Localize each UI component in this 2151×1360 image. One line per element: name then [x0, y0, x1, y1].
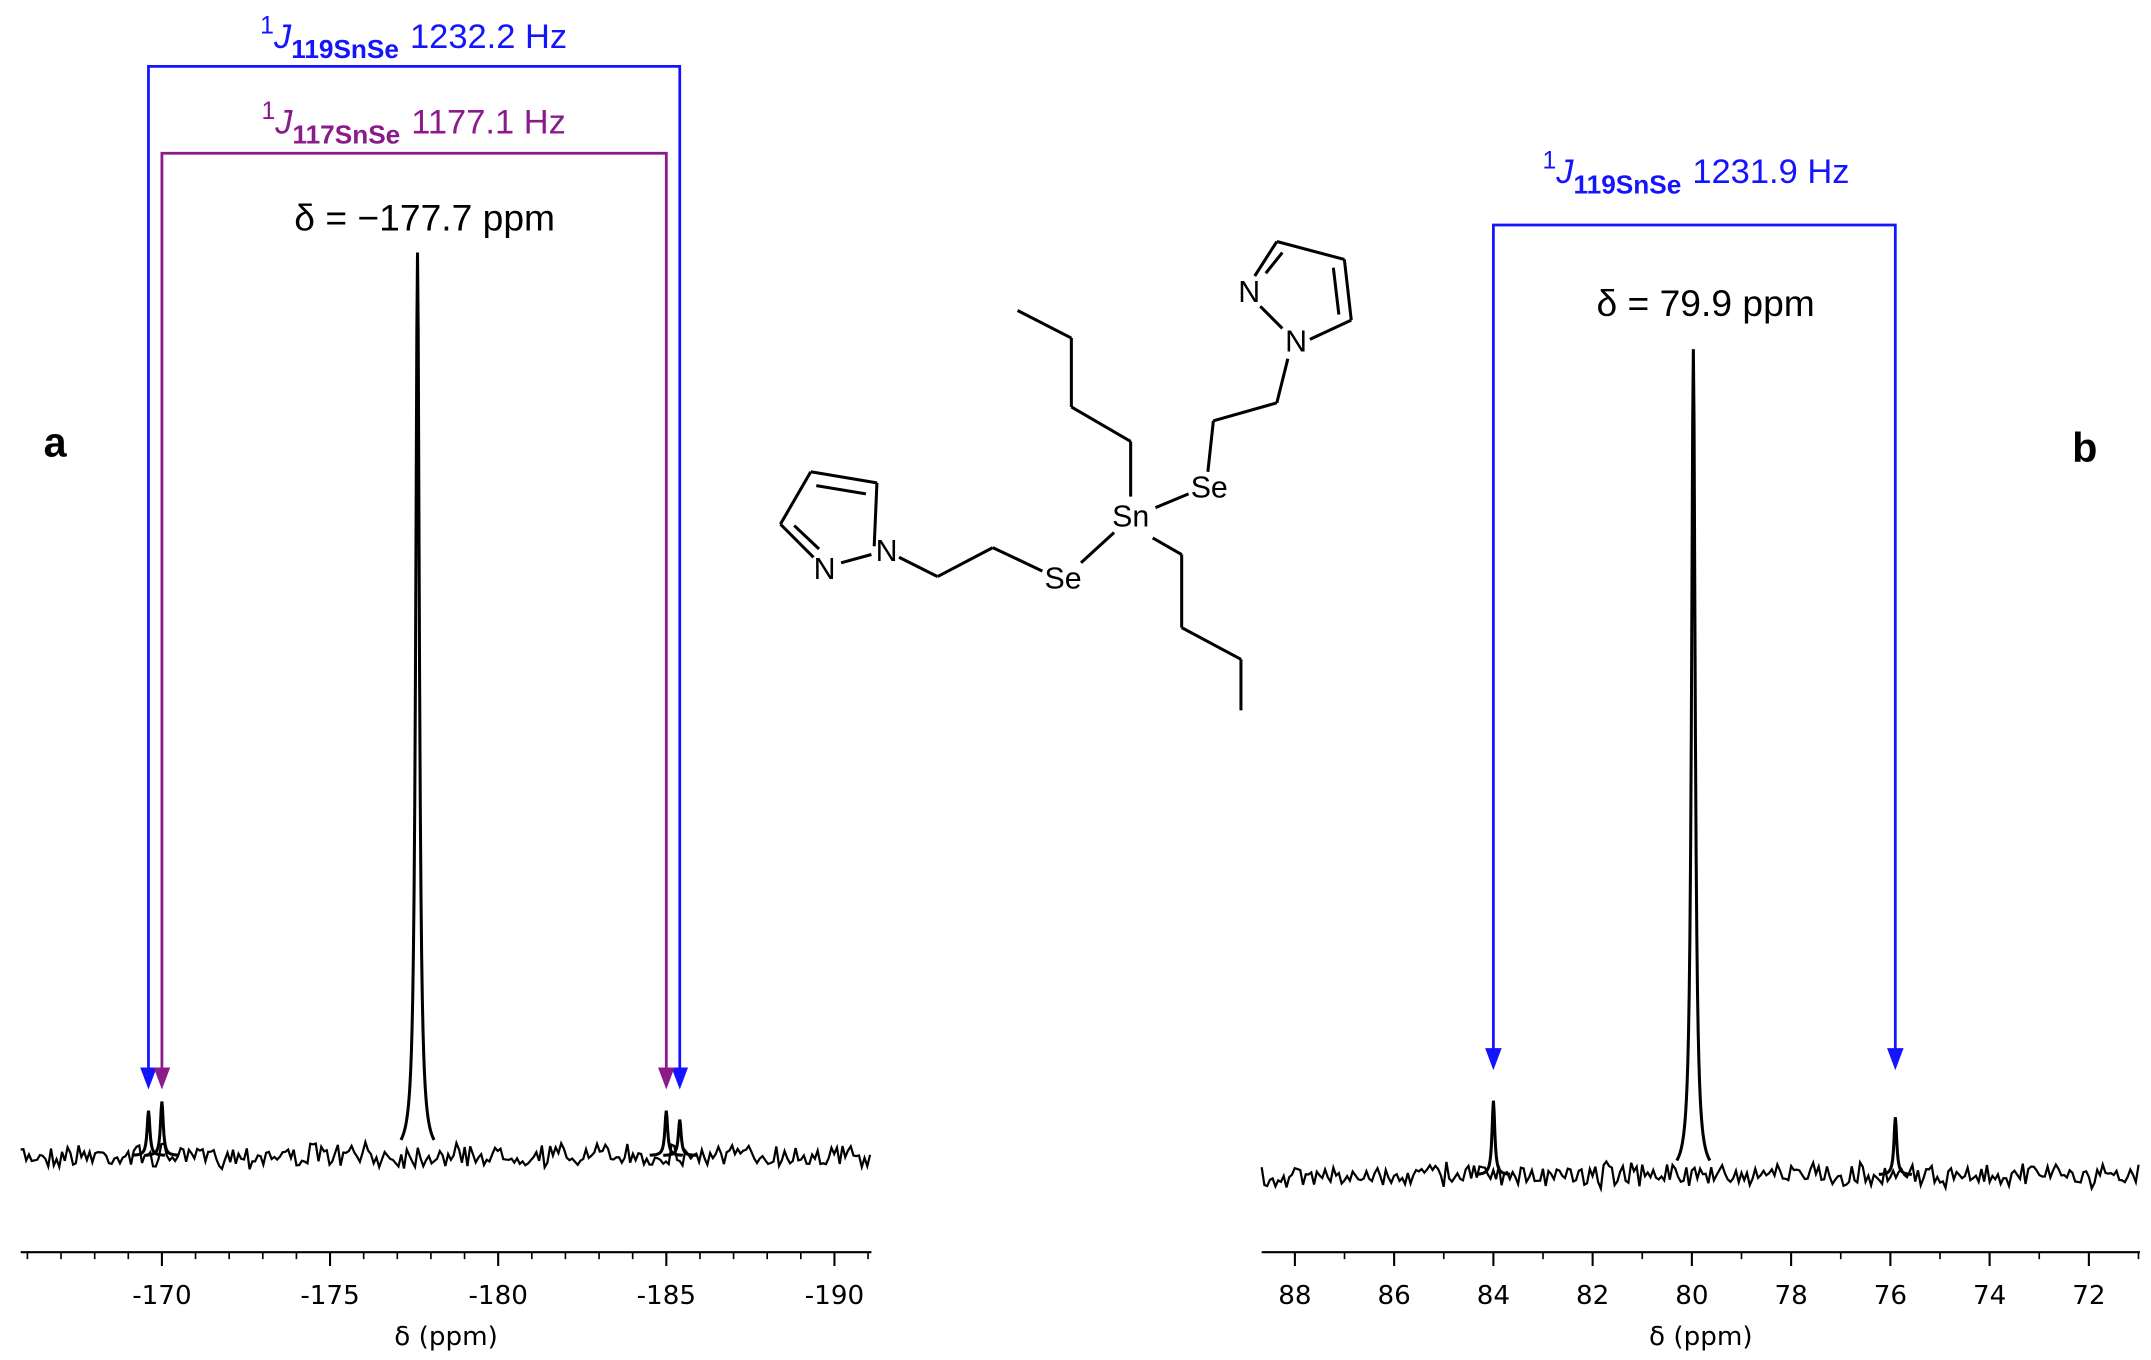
x-tick-label: -170 [132, 1281, 191, 1311]
bond [1070, 405, 1132, 443]
peak [131, 1110, 166, 1157]
x-tick-label: 78 [1774, 1281, 1807, 1311]
bond [1331, 267, 1341, 315]
x-axis-label: δ (ppm) [394, 1322, 498, 1352]
bond [872, 482, 879, 547]
bond [1253, 240, 1279, 277]
peak [1675, 349, 1712, 1162]
x-axis-label: δ (ppm) [1649, 1322, 1753, 1352]
peak [1476, 1100, 1511, 1176]
x-tick-label: 80 [1675, 1281, 1708, 1311]
arrow-head [671, 1067, 689, 1090]
x-tick-label: -190 [805, 1281, 864, 1311]
subscript: 119SnSe [291, 34, 399, 64]
coupling-value: 1231.9 Hz [1692, 153, 1849, 191]
bond [779, 471, 813, 525]
x-tick-label: -180 [468, 1281, 527, 1311]
arrow-head [658, 1067, 675, 1090]
bond [793, 524, 821, 551]
atom-label: N [1285, 326, 1307, 359]
bond [1016, 309, 1073, 340]
sup: 1 [1543, 147, 1557, 174]
coupling-label: 1J119SnSe 1232.2 Hz [260, 12, 567, 64]
j-symbol: J [273, 18, 292, 56]
bond [1180, 626, 1242, 661]
x-tick-label: 88 [1278, 1281, 1311, 1311]
bond [779, 523, 815, 559]
bond [816, 484, 867, 496]
coupling-value: 1232.2 Hz [410, 18, 567, 56]
coupling-value: 1177.1 Hz [411, 103, 566, 141]
coupling-label: 1J119SnSe 1231.9 Hz [1543, 147, 1850, 199]
x-tick-label: 86 [1377, 1281, 1410, 1311]
peak-label: δ = −177.7 ppm [294, 197, 555, 239]
panel-letter: b [2072, 425, 2097, 471]
j-symbol: J [1555, 153, 1574, 191]
bond [1276, 240, 1345, 261]
bond [1151, 536, 1183, 556]
atom-label: N [814, 553, 836, 586]
peak [1878, 1117, 1913, 1176]
coupling-bracket [160, 151, 668, 1073]
peak [145, 1101, 179, 1157]
panel-letter: a [44, 420, 68, 466]
sup: 1 [261, 97, 275, 124]
bond [992, 546, 1044, 573]
bond [810, 470, 878, 485]
baseline-noise [1260, 1159, 2140, 1193]
arrow-head [140, 1067, 157, 1090]
bond [840, 553, 872, 565]
atom-label: N [876, 535, 898, 568]
bond [1275, 358, 1290, 404]
bond [1079, 531, 1116, 564]
j-symbol: J [274, 103, 293, 141]
arrow-head [153, 1067, 171, 1090]
coupling-bracket [1492, 223, 1897, 1054]
atom-label: Sn [1112, 501, 1149, 534]
x-tick-label: 82 [1576, 1281, 1609, 1311]
peak [663, 1119, 697, 1157]
coupling-label: 1J117SnSe 1177.1 Hz [261, 97, 565, 149]
bond [1309, 318, 1352, 341]
x-tick-label: 74 [1973, 1281, 2006, 1311]
x-tick-label: 72 [2072, 1281, 2105, 1311]
bond [898, 555, 939, 578]
bond [936, 546, 994, 578]
bond [1264, 251, 1284, 275]
bond [1206, 420, 1215, 472]
baseline-noise [20, 1138, 872, 1172]
x-tick-label: -185 [637, 1281, 696, 1311]
x-tick-label: 84 [1477, 1281, 1510, 1311]
molecule: N N Se Sn Se N N [779, 240, 1353, 711]
bond [1154, 492, 1190, 510]
subscript: 119SnSe [1574, 169, 1682, 199]
x-tick-label: 76 [1874, 1281, 1907, 1311]
arrow-head [1887, 1048, 1904, 1071]
atom-label: Se [1045, 563, 1082, 596]
coupling-bracket [147, 65, 682, 1073]
x-tick-label: -175 [300, 1281, 359, 1311]
bond [1342, 259, 1353, 321]
atom-label: N [1238, 276, 1260, 309]
arrow-head [1485, 1048, 1502, 1071]
subscript: 117SnSe [292, 120, 400, 150]
peak-label: δ = 79.9 ppm [1596, 282, 1814, 324]
peak [399, 252, 436, 1141]
bond [1259, 305, 1284, 330]
peak [649, 1110, 684, 1157]
atom-label: Se [1191, 472, 1228, 505]
bond [1212, 401, 1278, 423]
sup: 1 [260, 12, 274, 39]
